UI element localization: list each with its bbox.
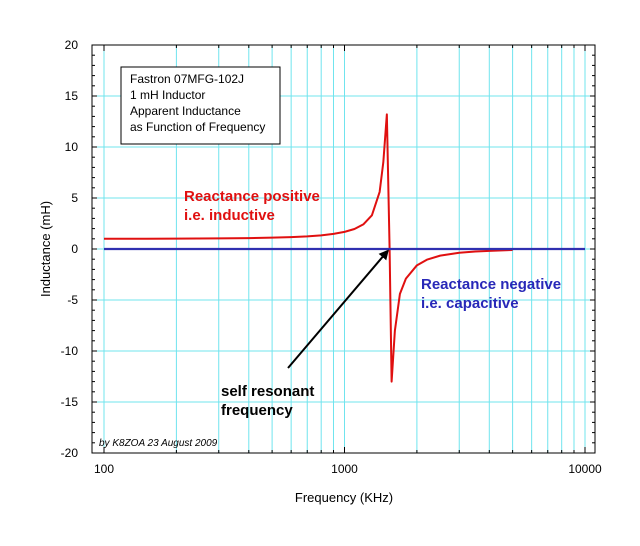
info-box-line-1: Fastron 07MFG-102J: [130, 72, 244, 86]
y-tick-label: 15: [65, 89, 79, 103]
annotation-positive-1: Reactance positive: [184, 188, 320, 205]
y-tick-label: 5: [71, 191, 78, 205]
info-box-frame: [120, 66, 281, 145]
x-tick-label: 100: [94, 462, 114, 476]
y-tick-label: -20: [61, 446, 79, 460]
credit-text: by K8ZOA 23 August 2009: [99, 438, 218, 449]
annotation-resonance-1: self resonant: [221, 383, 314, 400]
info-box: Fastron 07MFG-102J 1 mH Inductor Apparen…: [120, 66, 281, 145]
y-tick-labels: 20 15 10 5 0 -5 -10 -15 -20: [61, 38, 79, 460]
info-box-line-3: Apparent Inductance: [130, 104, 241, 118]
y-tick-label: -5: [67, 293, 78, 307]
y-axis-title: Inductance (mH): [38, 201, 53, 297]
y-tick-label: 10: [65, 140, 79, 154]
y-tick-label: 0: [71, 242, 78, 256]
x-axis-title: Frequency (KHz): [295, 490, 393, 505]
y-tick-label: -10: [61, 344, 79, 358]
annotation-negative-2: i.e. capacitive: [421, 295, 519, 312]
tick-marks: [92, 44, 595, 454]
y-tick-label: -15: [61, 395, 79, 409]
annotation-positive-2: i.e. inductive: [184, 207, 275, 224]
series-group: [103, 113, 585, 383]
annotation-negative-1: Reactance negative: [421, 276, 561, 293]
info-box-line-2: 1 mH Inductor: [130, 88, 205, 102]
series-apparent-inductance: [103, 113, 513, 383]
annotation-resonance-2: frequency: [221, 402, 293, 419]
x-tick-labels: 100 1000 10000: [94, 462, 602, 476]
y-tick-label: 20: [65, 38, 79, 52]
x-tick-label: 1000: [331, 462, 358, 476]
resonance-arrow: [287, 249, 389, 369]
x-tick-label: 10000: [568, 462, 602, 476]
info-box-line-4: as Function of Frequency: [130, 120, 265, 134]
